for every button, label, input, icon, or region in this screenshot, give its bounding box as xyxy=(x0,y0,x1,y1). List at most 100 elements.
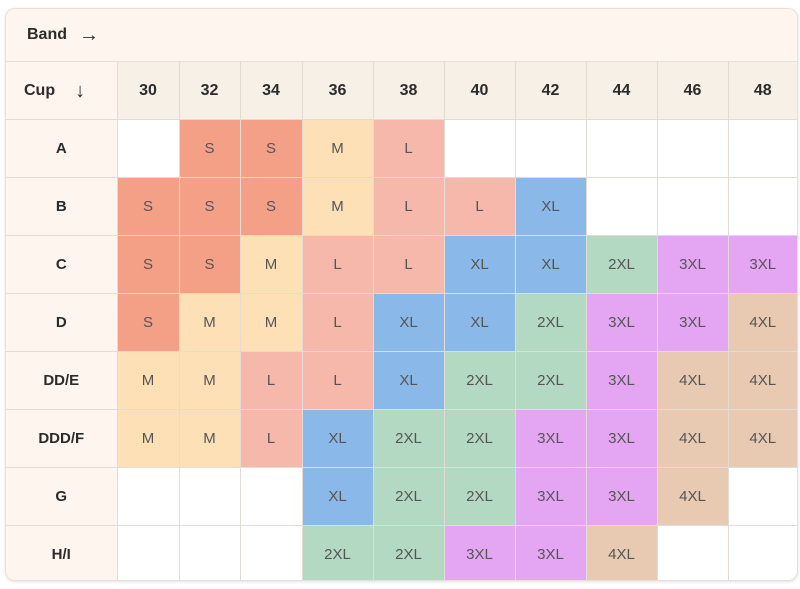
size-cell: L xyxy=(372,235,445,294)
band-header: Band → xyxy=(6,9,797,62)
size-cell: L xyxy=(301,235,374,294)
band-header-44: 44 xyxy=(585,62,658,120)
size-cell: 2XL xyxy=(372,525,445,580)
size-cell: 3XL xyxy=(585,293,658,352)
cup-label-cell: B xyxy=(6,177,118,236)
cup-label-cell: C xyxy=(6,235,118,294)
size-cell: M xyxy=(178,351,241,410)
size-cell: S xyxy=(116,235,180,294)
size-cell: 4XL xyxy=(727,351,797,410)
size-cell: 4XL xyxy=(656,409,729,468)
size-cell xyxy=(514,119,587,178)
band-header-row: Cup ↓ 30 32 34 36 38 40 42 44 46 48 xyxy=(6,62,797,120)
size-cell xyxy=(116,119,180,178)
size-cell xyxy=(239,525,303,580)
size-cell xyxy=(656,525,729,580)
size-cell: 4XL xyxy=(656,351,729,410)
band-header-48: 48 xyxy=(727,62,797,120)
size-cell: XL xyxy=(372,351,445,410)
size-cell: L xyxy=(239,351,303,410)
size-cell: L xyxy=(301,351,374,410)
size-cell: 3XL xyxy=(656,235,729,294)
size-cell: M xyxy=(178,293,241,352)
size-cell: XL xyxy=(301,467,374,526)
size-cell: 3XL xyxy=(585,467,658,526)
band-header-46: 46 xyxy=(656,62,729,120)
size-cell: M xyxy=(239,235,303,294)
band-header-36: 36 xyxy=(301,62,374,120)
size-cell: XL xyxy=(443,235,516,294)
cup-label-cell: DD/E xyxy=(6,351,118,410)
band-header-38: 38 xyxy=(372,62,445,120)
band-header-30: 30 xyxy=(116,62,180,120)
size-cell: 2XL xyxy=(443,409,516,468)
size-cell xyxy=(239,467,303,526)
size-cell: 2XL xyxy=(301,525,374,580)
size-cell: 3XL xyxy=(443,525,516,580)
size-cell xyxy=(585,177,658,236)
size-cell: XL xyxy=(514,177,587,236)
cup-label-cell: G xyxy=(6,467,118,526)
table-row: B S S S M L L XL xyxy=(6,177,797,236)
size-cell: 4XL xyxy=(727,409,797,468)
size-cell: S xyxy=(239,177,303,236)
table-row: D S M M L XL XL 2XL 3XL 3XL 4XL xyxy=(6,293,797,352)
band-header-34: 34 xyxy=(239,62,303,120)
size-cell: L xyxy=(372,119,445,178)
size-cell: 2XL xyxy=(514,293,587,352)
cup-label-cell: DDD/F xyxy=(6,409,118,468)
band-header-40: 40 xyxy=(443,62,516,120)
size-cell: 2XL xyxy=(585,235,658,294)
size-cell xyxy=(116,467,180,526)
size-cell xyxy=(178,525,241,580)
size-cell: L xyxy=(443,177,516,236)
size-cell: 3XL xyxy=(727,235,797,294)
band-header-42: 42 xyxy=(514,62,587,120)
table-row: DDD/F M M L XL 2XL 2XL 3XL 3XL 4XL 4XL xyxy=(6,409,797,468)
down-arrow-icon: ↓ xyxy=(75,79,86,102)
size-cell: M xyxy=(116,409,180,468)
size-cell: S xyxy=(178,177,241,236)
size-cell: 2XL xyxy=(372,467,445,526)
size-cell: S xyxy=(116,177,180,236)
size-cell: 3XL xyxy=(514,525,587,580)
size-cell: XL xyxy=(514,235,587,294)
cup-label-cell: H/I xyxy=(6,525,118,580)
size-cell: 2XL xyxy=(443,467,516,526)
table-row: G XL 2XL 2XL 3XL 3XL 4XL xyxy=(6,467,797,526)
size-cell: M xyxy=(239,293,303,352)
size-cell: S xyxy=(178,235,241,294)
size-cell: 4XL xyxy=(727,293,797,352)
size-cell: M xyxy=(301,177,374,236)
band-label: Band xyxy=(27,26,67,43)
size-cell: S xyxy=(178,119,241,178)
table-row: H/I 2XL 2XL 3XL 3XL 4XL xyxy=(6,525,797,580)
size-cell: L xyxy=(239,409,303,468)
size-cell xyxy=(727,177,797,236)
cup-header-cell: Cup ↓ xyxy=(6,62,118,120)
size-cell xyxy=(443,119,516,178)
size-cell: 3XL xyxy=(514,409,587,468)
size-cell: XL xyxy=(301,409,374,468)
cup-label: Cup xyxy=(24,81,56,99)
size-cell: 4XL xyxy=(585,525,658,580)
size-cell: 2XL xyxy=(372,409,445,468)
size-cell: 2XL xyxy=(514,351,587,410)
table-row: DD/E M M L L XL 2XL 2XL 3XL 4XL 4XL xyxy=(6,351,797,410)
size-cell: 3XL xyxy=(585,351,658,410)
size-cell xyxy=(727,525,797,580)
right-arrow-icon: → xyxy=(79,24,99,46)
size-cell: L xyxy=(301,293,374,352)
size-cell xyxy=(656,177,729,236)
size-cell xyxy=(116,525,180,580)
size-cell xyxy=(656,119,729,178)
size-cell: M xyxy=(116,351,180,410)
cup-label-cell: D xyxy=(6,293,118,352)
size-cell: 2XL xyxy=(443,351,516,410)
size-cell: XL xyxy=(372,293,445,352)
size-cell xyxy=(585,119,658,178)
size-cell: 3XL xyxy=(656,293,729,352)
